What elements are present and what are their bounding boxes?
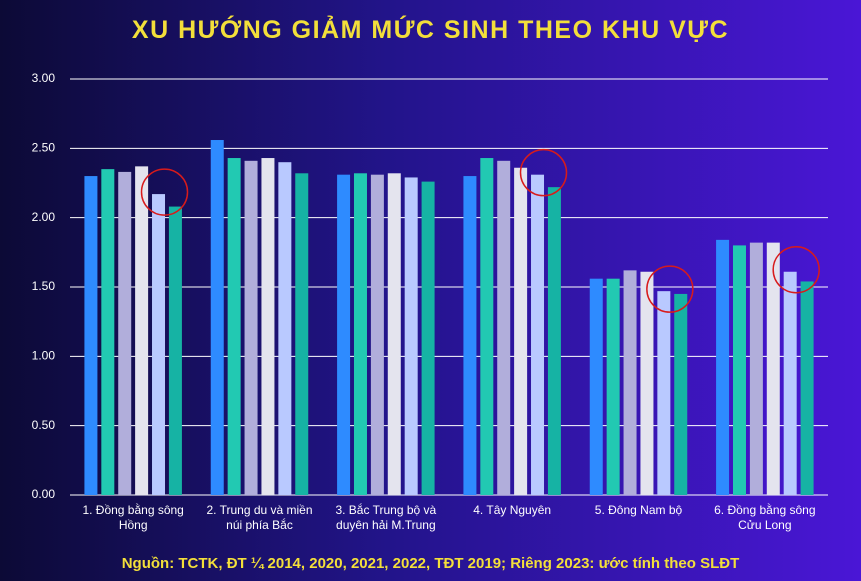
source-note: Nguồn: TCTK, ĐT ¼ 2014, 2020, 2021, 2022… <box>121 555 740 572</box>
bar <box>531 174 545 495</box>
highlight-circle <box>140 168 189 216</box>
bar <box>657 291 671 495</box>
x-tick-label: 1. Đồng bằng sông Hồng <box>82 503 184 532</box>
bar <box>783 271 797 495</box>
y-tick-label: 1.00 <box>32 349 56 363</box>
bar <box>547 187 561 495</box>
y-tick-label: 2.00 <box>32 210 56 224</box>
bar <box>404 177 418 495</box>
highlight-circle <box>646 265 694 313</box>
bar <box>244 160 258 495</box>
bar <box>295 173 309 495</box>
bar <box>749 242 763 495</box>
bar <box>606 278 620 495</box>
bar <box>101 169 115 495</box>
bar <box>623 270 637 495</box>
bar <box>118 171 132 495</box>
y-tick-label: 1.50 <box>32 279 56 293</box>
bar <box>732 245 746 495</box>
y-tick-label: 0.50 <box>32 418 56 432</box>
bar <box>278 162 292 495</box>
y-tick-label: 0.00 <box>32 487 56 501</box>
bar <box>261 158 275 496</box>
chart-title: XU HƯỚNG GIẢM MỨC SINH THEO KHU VỰC <box>131 16 730 44</box>
y-tick-label: 2.50 <box>32 141 56 155</box>
bar <box>353 173 367 495</box>
bar <box>84 176 98 496</box>
bar <box>387 173 401 495</box>
bar <box>370 174 384 495</box>
x-tick-label: 3. Bắc Trung bộ và duyên hải M.Trung <box>335 503 437 532</box>
y-tick-label: 3.00 <box>32 71 56 85</box>
bar <box>168 206 182 495</box>
x-tick-label: 6. Đồng bằng sông Cửu Long <box>714 503 816 532</box>
highlight-circle <box>772 245 820 294</box>
bar <box>800 281 814 495</box>
bar <box>421 181 435 495</box>
bar <box>674 293 688 495</box>
bar <box>716 239 730 495</box>
bar <box>514 167 528 495</box>
x-tick-label: 2. Trung du và miền núi phía Bắc <box>206 503 313 532</box>
bar <box>480 158 494 496</box>
bar <box>766 242 780 495</box>
highlight-circle <box>519 148 568 197</box>
bar <box>135 166 149 496</box>
bar <box>152 194 166 496</box>
x-tick-label: 5. Đông Nam bộ <box>594 503 683 517</box>
bar <box>337 174 351 495</box>
bar <box>497 160 511 495</box>
bar <box>227 158 241 496</box>
bar <box>463 176 477 496</box>
bar <box>210 140 224 495</box>
bar <box>589 278 603 495</box>
bar <box>640 271 654 495</box>
x-tick-label: 4. Tây Nguyên <box>473 503 552 517</box>
